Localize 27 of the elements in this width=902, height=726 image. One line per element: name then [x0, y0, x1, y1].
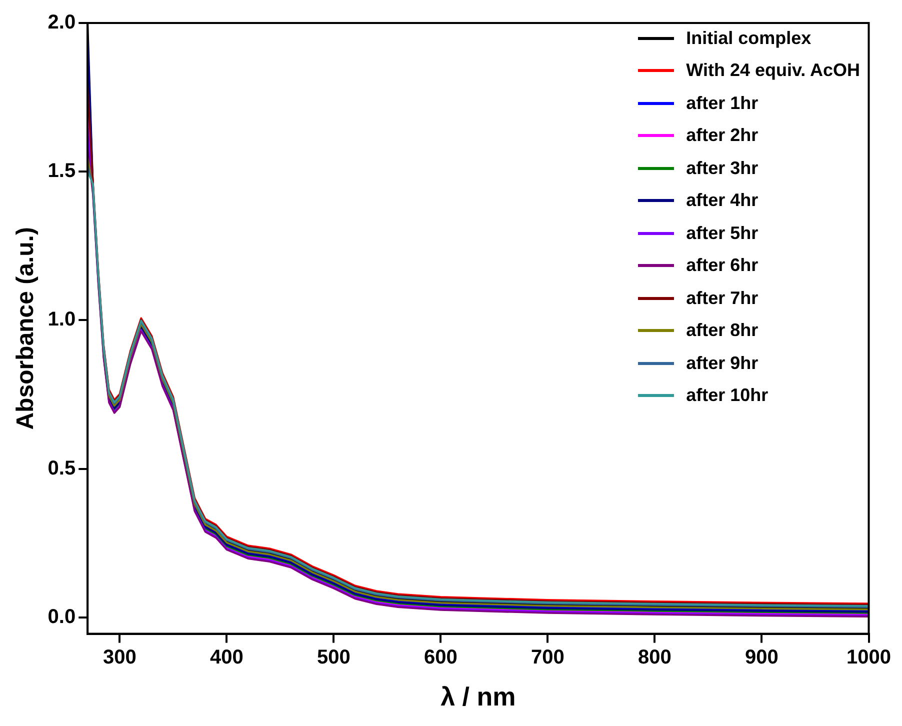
y-tick-label: 1.5: [48, 160, 76, 182]
x-tick-label: 900: [745, 646, 778, 668]
x-tick-label: 600: [424, 646, 458, 668]
x-tick-label: 700: [531, 646, 564, 668]
y-tick-label: 0.5: [48, 457, 76, 480]
legend-label: after 6hr: [686, 255, 758, 276]
legend-label: With 24 equiv. AcOH: [686, 60, 860, 82]
x-tick-label: 500: [317, 646, 350, 668]
legend-label: Initial complex: [686, 28, 812, 49]
legend-label: after 5hr: [686, 222, 758, 244]
legend-label: after 9hr: [686, 352, 758, 374]
x-tick-label: 800: [638, 646, 672, 668]
y-axis-title: Absorbance (a.u.): [12, 227, 40, 430]
legend-label: after 10hr: [686, 385, 768, 406]
legend-label: after 3hr: [686, 158, 758, 179]
x-tick-label: 300: [103, 646, 136, 668]
x-tick-label: 400: [210, 646, 244, 668]
legend-label: after 8hr: [686, 320, 758, 342]
legend-label: after 2hr: [686, 125, 758, 146]
legend-label: after 1hr: [686, 92, 758, 114]
legend-label: after 7hr: [686, 288, 758, 309]
x-tick-label: 1000: [846, 646, 892, 668]
y-tick-label: 2.0: [48, 12, 76, 34]
y-tick-label: 1.0: [48, 308, 76, 331]
legend-label: after 4hr: [686, 190, 758, 212]
x-axis-title: λ / nm: [440, 682, 516, 712]
y-tick-label: 0.0: [48, 606, 76, 628]
